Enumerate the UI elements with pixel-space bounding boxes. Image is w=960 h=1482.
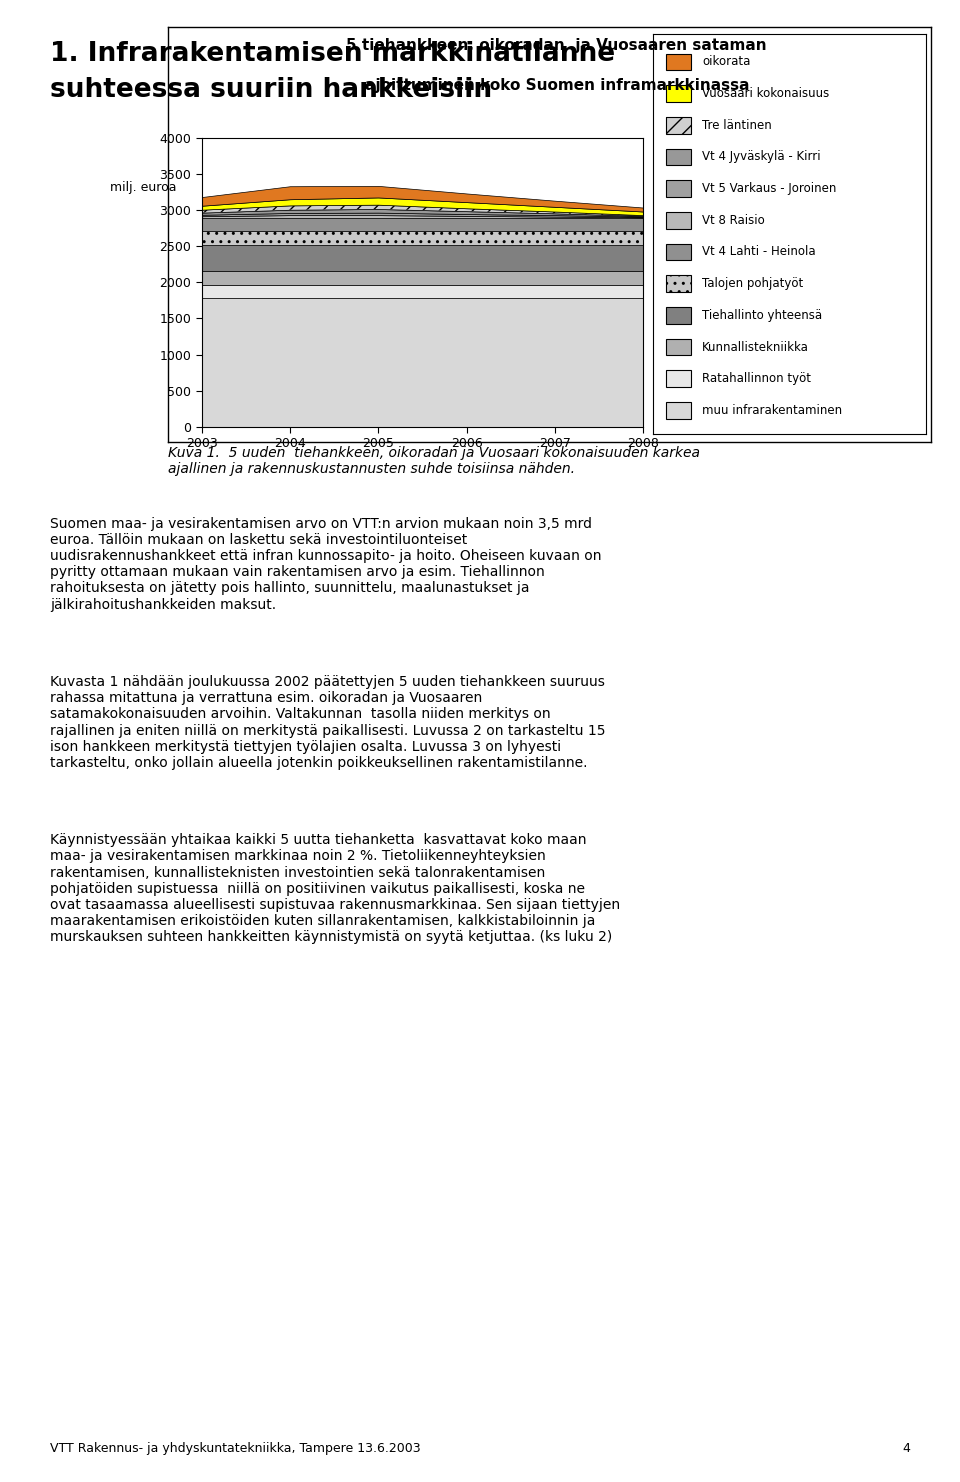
Text: Käynnistyessään yhtaikaa kaikki 5 uutta tiehanketta  kasvattavat koko maan
maa- : Käynnistyessään yhtaikaa kaikki 5 uutta … <box>50 833 620 944</box>
Text: 5 tiehankkeen, oikoradan  ja Vuosaaren sataman: 5 tiehankkeen, oikoradan ja Vuosaaren sa… <box>347 39 767 53</box>
Bar <box>666 339 691 356</box>
Text: Vt 8 Raisio: Vt 8 Raisio <box>702 213 765 227</box>
Bar <box>666 117 691 133</box>
Bar <box>666 181 691 197</box>
Bar <box>666 212 691 228</box>
Text: ajoittuminen koko Suomen inframarkkinassa: ajoittuminen koko Suomen inframarkkinass… <box>365 79 749 93</box>
Text: Ratahallinnon työt: Ratahallinnon työt <box>702 372 811 385</box>
Bar <box>666 370 691 387</box>
Text: muu infrarakentaminen: muu infrarakentaminen <box>702 405 842 416</box>
Text: VTT Rakennus- ja yhdyskuntatekniikka, Tampere 13.6.2003: VTT Rakennus- ja yhdyskuntatekniikka, Ta… <box>50 1442 420 1455</box>
Bar <box>666 243 691 261</box>
Bar <box>666 276 691 292</box>
Text: Tre läntinen: Tre läntinen <box>702 119 772 132</box>
Text: Kunnallistekniikka: Kunnallistekniikka <box>702 341 809 354</box>
Bar <box>666 86 691 102</box>
Bar <box>666 243 691 261</box>
Text: 1. Infrarakentamisen markkinatilanne: 1. Infrarakentamisen markkinatilanne <box>50 41 615 68</box>
Text: Kuvasta 1 nähdään joulukuussa 2002 päätettyjen 5 uuden tiehankkeen suuruus
rahas: Kuvasta 1 nähdään joulukuussa 2002 pääte… <box>50 674 606 771</box>
Bar <box>666 276 691 292</box>
Text: Vuosaari kokonaisuus: Vuosaari kokonaisuus <box>702 87 829 101</box>
Text: milj. euroa: milj. euroa <box>110 181 177 194</box>
Text: 4: 4 <box>902 1442 910 1455</box>
Bar <box>666 117 691 133</box>
Bar <box>666 307 691 323</box>
Text: Tiehallinto yhteensä: Tiehallinto yhteensä <box>702 308 822 322</box>
Bar <box>666 402 691 418</box>
Text: Vt 4 Jyväskylä - Kirri: Vt 4 Jyväskylä - Kirri <box>702 151 821 163</box>
Text: Vt 5 Varkaus - Joroinen: Vt 5 Varkaus - Joroinen <box>702 182 836 196</box>
Text: suhteessa suuriin hankkeisiin: suhteessa suuriin hankkeisiin <box>50 77 492 104</box>
Bar <box>666 181 691 197</box>
Text: Kuva 1.  5 uuden  tiehankkeen, oikoradan ja Vuosaari kokonaisuuden karkea
ajalli: Kuva 1. 5 uuden tiehankkeen, oikoradan j… <box>168 446 700 476</box>
Bar <box>666 148 691 165</box>
Bar <box>666 53 691 70</box>
Text: oikorata: oikorata <box>702 55 751 68</box>
Text: Talojen pohjatyöt: Talojen pohjatyöt <box>702 277 804 290</box>
Text: Vt 4 Lahti - Heinola: Vt 4 Lahti - Heinola <box>702 246 816 258</box>
Text: Suomen maa- ja vesirakentamisen arvo on VTT:n arvion mukaan noin 3,5 mrd
euroa. : Suomen maa- ja vesirakentamisen arvo on … <box>50 517 601 612</box>
